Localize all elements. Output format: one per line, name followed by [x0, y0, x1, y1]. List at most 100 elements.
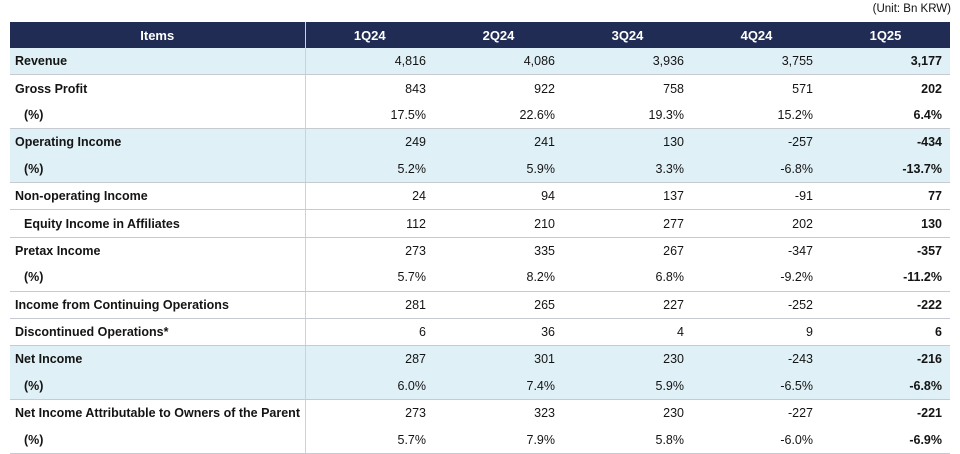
cell-2q24: 7.4%	[434, 372, 563, 401]
column-header-1q25: 1Q25	[821, 22, 950, 48]
row-label: Gross Profit	[10, 74, 306, 102]
header-row: Items 1Q24 2Q24 3Q24 4Q24 1Q25	[10, 22, 950, 48]
cell-3q24: 6.8%	[563, 264, 692, 292]
cell-1q25: -221	[821, 399, 950, 427]
row-label: Income from Continuing Operations	[10, 291, 306, 319]
row-label: (%)	[10, 372, 306, 401]
cell-1q25: -216	[821, 345, 950, 373]
cell-4q24: -9.2%	[692, 264, 821, 292]
cell-1q24: 249	[305, 128, 434, 156]
cell-1q24: 273	[305, 237, 434, 265]
cell-4q24: 3,755	[692, 48, 821, 76]
cell-2q24: 36	[434, 318, 563, 347]
row-label: (%)	[10, 264, 306, 292]
cell-4q24: -227	[692, 399, 821, 427]
row-label: Revenue	[10, 48, 306, 76]
column-header-4q24: 4Q24	[692, 22, 821, 48]
cell-3q24: 137	[563, 182, 692, 211]
cell-1q24: 6	[305, 318, 434, 347]
quarterly-earnings-page: (Unit: Bn KRW) Items 1Q24 2Q24 3Q24 4Q24…	[10, 3, 951, 454]
cell-1q24: 17.5%	[305, 101, 434, 130]
row-label: Net Income Attributable to Owners of the…	[10, 399, 306, 427]
quarterly-results-table: Items 1Q24 2Q24 3Q24 4Q24 1Q25 Revenue 4…	[10, 22, 950, 454]
cell-2q24: 22.6%	[434, 101, 563, 130]
cell-2q24: 7.9%	[434, 426, 563, 454]
cell-1q25: 3,177	[821, 48, 950, 76]
column-header-1q24: 1Q24	[305, 22, 434, 48]
row-label: Discontinued Operations*	[10, 318, 306, 347]
cell-1q24: 287	[305, 345, 434, 373]
cell-2q24: 8.2%	[434, 264, 563, 292]
cell-1q25: -11.2%	[821, 264, 950, 292]
cell-1q25: -6.8%	[821, 372, 950, 401]
cell-1q25: 6	[821, 318, 950, 347]
cell-4q24: -243	[692, 345, 821, 373]
cell-1q24: 281	[305, 291, 434, 319]
column-header-2q24: 2Q24	[434, 22, 563, 48]
cell-2q24: 4,086	[434, 48, 563, 76]
cell-2q24: 210	[434, 209, 563, 238]
cell-4q24: -252	[692, 291, 821, 319]
table-row: Pretax Income 273 335 267 -347 -357	[10, 237, 950, 265]
table-row: (%) 5.2% 5.9% 3.3% -6.8% -13.7%	[10, 155, 950, 183]
cell-2q24: 922	[434, 74, 563, 102]
cell-1q24: 273	[305, 399, 434, 427]
cell-3q24: 227	[563, 291, 692, 319]
row-label: (%)	[10, 101, 306, 130]
cell-1q24: 24	[305, 182, 434, 211]
cell-1q25: -357	[821, 237, 950, 265]
cell-2q24: 265	[434, 291, 563, 319]
cell-4q24: 202	[692, 209, 821, 238]
cell-3q24: 267	[563, 237, 692, 265]
cell-2q24: 5.9%	[434, 155, 563, 183]
cell-1q24: 4,816	[305, 48, 434, 76]
cell-1q24: 5.7%	[305, 264, 434, 292]
cell-3q24: 130	[563, 128, 692, 156]
table-row: Equity Income in Affiliates 112 210 277 …	[10, 209, 950, 238]
table-row: Discontinued Operations* 6 36 4 9 6	[10, 318, 950, 347]
cell-1q25: -222	[821, 291, 950, 319]
unit-label: (Unit: Bn KRW)	[872, 3, 951, 15]
cell-4q24: 15.2%	[692, 101, 821, 130]
table-row: Net Income Attributable to Owners of the…	[10, 399, 950, 427]
cell-3q24: 758	[563, 74, 692, 102]
cell-1q25: 6.4%	[821, 101, 950, 130]
cell-4q24: -347	[692, 237, 821, 265]
cell-1q24: 112	[305, 209, 434, 238]
cell-1q25: -6.9%	[821, 426, 950, 454]
table-row: Operating Income 249 241 130 -257 -434	[10, 128, 950, 156]
row-label: Net Income	[10, 345, 306, 373]
cell-3q24: 5.8%	[563, 426, 692, 454]
cell-3q24: 3.3%	[563, 155, 692, 183]
row-label: Operating Income	[10, 128, 306, 156]
table-row: Income from Continuing Operations 281 26…	[10, 291, 950, 319]
cell-2q24: 241	[434, 128, 563, 156]
row-label: Equity Income in Affiliates	[10, 209, 306, 238]
cell-4q24: -257	[692, 128, 821, 156]
cell-1q25: -434	[821, 128, 950, 156]
cell-3q24: 230	[563, 345, 692, 373]
cell-4q24: 9	[692, 318, 821, 347]
cell-2q24: 94	[434, 182, 563, 211]
table-row: Net Income 287 301 230 -243 -216	[10, 345, 950, 373]
cell-1q25: -13.7%	[821, 155, 950, 183]
cell-3q24: 5.9%	[563, 372, 692, 401]
cell-1q25: 202	[821, 74, 950, 102]
cell-4q24: -91	[692, 182, 821, 211]
cell-2q24: 301	[434, 345, 563, 373]
cell-1q24: 843	[305, 74, 434, 102]
table-row: (%) 6.0% 7.4% 5.9% -6.5% -6.8%	[10, 372, 950, 401]
table-row: Non-operating Income 24 94 137 -91 77	[10, 182, 950, 211]
row-label: (%)	[10, 155, 306, 183]
cell-2q24: 323	[434, 399, 563, 427]
table-body: Revenue 4,816 4,086 3,936 3,755 3,177 Gr…	[10, 48, 950, 454]
cell-4q24: 571	[692, 74, 821, 102]
cell-3q24: 230	[563, 399, 692, 427]
cell-4q24: -6.0%	[692, 426, 821, 454]
cell-4q24: -6.8%	[692, 155, 821, 183]
cell-1q24: 5.2%	[305, 155, 434, 183]
cell-3q24: 3,936	[563, 48, 692, 76]
cell-1q24: 5.7%	[305, 426, 434, 454]
column-header-3q24: 3Q24	[563, 22, 692, 48]
row-label: Pretax Income	[10, 237, 306, 265]
